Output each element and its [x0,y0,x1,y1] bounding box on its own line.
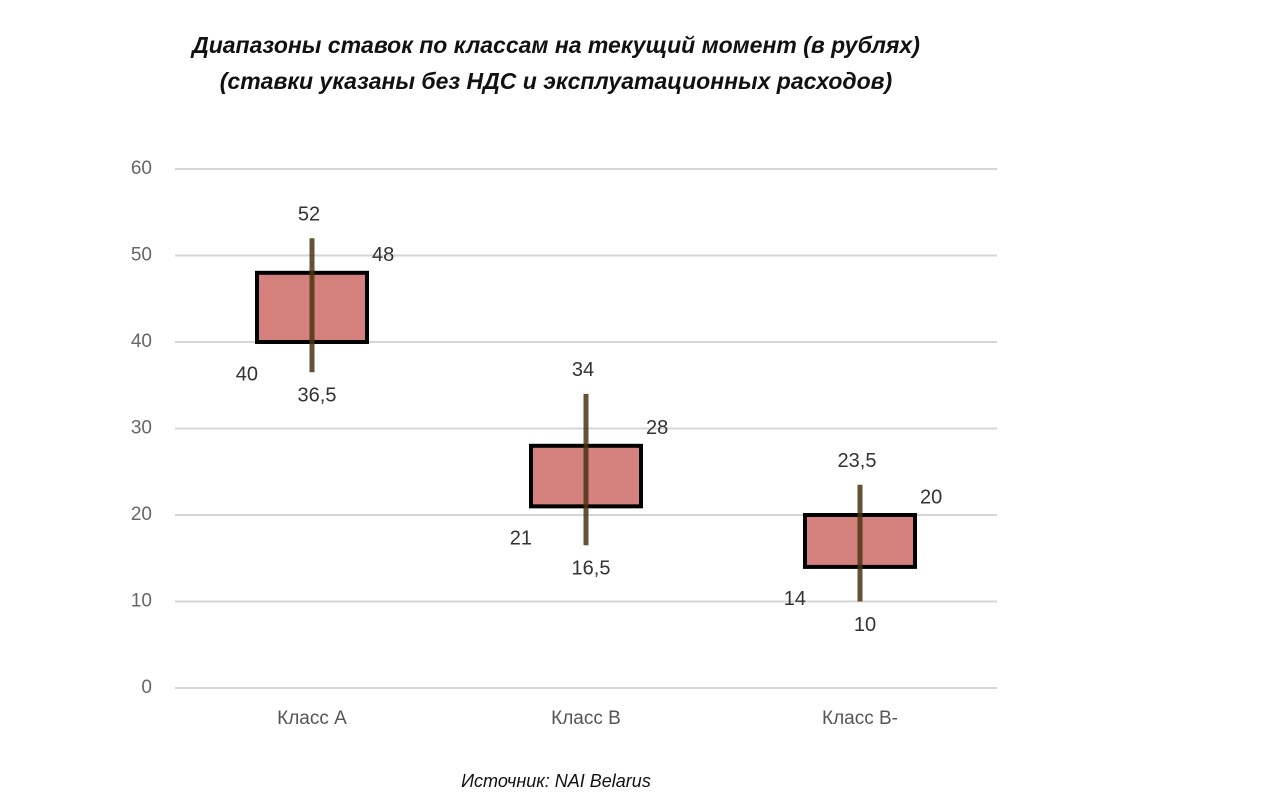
low-label: 10 [854,614,876,636]
y-tick-label: 10 [131,591,152,612]
y-tick-label: 0 [141,677,152,698]
x-tick-label: Класс В [551,708,621,729]
low-label: 16,5 [572,558,611,580]
box-high-label: 28 [646,417,668,439]
chart-subtitle: (ставки указаны без НДС и эксплуатационн… [220,68,892,94]
low-label: 36,5 [298,385,337,407]
high-label: 52 [298,203,320,225]
box-low-label: 40 [236,363,258,385]
chart-title: Диапазоны ставок по классам на текущий м… [190,32,920,58]
x-tick-label: Класс А [277,708,347,729]
x-tick-label: Класс В- [822,708,898,729]
y-tick-label: 50 [131,245,152,266]
box-high-label: 20 [920,486,942,508]
box-low-label: 14 [784,588,806,610]
source: Источник: NAI Belarus [461,771,651,791]
box-high-label: 48 [372,244,394,266]
y-tick-label: 40 [131,331,152,352]
y-tick-label: 20 [131,504,152,525]
box-low-label: 21 [510,528,532,550]
y-tick-label: 30 [131,418,152,439]
high-label: 23,5 [838,450,877,472]
high-label: 34 [572,359,594,381]
y-tick-label: 60 [131,158,152,179]
